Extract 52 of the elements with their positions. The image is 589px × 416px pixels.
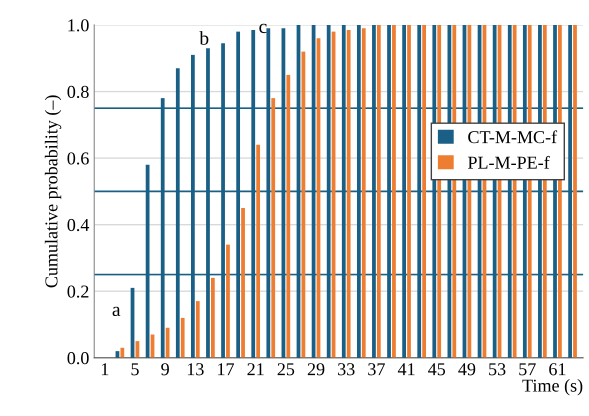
- bar: [116, 351, 120, 358]
- legend-label: CT-M-MC-f: [468, 130, 558, 144]
- bar: [422, 24, 426, 358]
- bar: [210, 278, 215, 358]
- x-tick-label: 9: [161, 363, 169, 376]
- y-tick-label: 1.0: [68, 19, 89, 32]
- x-tick-label: 13: [188, 363, 204, 376]
- bar: [271, 98, 276, 358]
- bar: [136, 341, 140, 358]
- bar: [346, 30, 351, 358]
- bar: [286, 74, 290, 358]
- bar: [256, 144, 260, 358]
- y-tick-label: 0.6: [68, 152, 89, 165]
- y-tick-label: 0.4: [68, 218, 90, 232]
- bar: [196, 301, 200, 358]
- bar: [376, 24, 381, 358]
- bar: [573, 24, 577, 358]
- x-tick-label: 41: [398, 363, 415, 376]
- bar: [166, 328, 170, 358]
- bar: [226, 244, 230, 358]
- bar: [302, 52, 306, 358]
- y-axis-title: Cumulative probability (–): [44, 95, 62, 288]
- bar: [392, 24, 396, 358]
- x-tick-label: 33: [338, 363, 355, 376]
- x-tick-label: 25: [278, 363, 294, 376]
- x-tick-label: 53: [489, 363, 506, 376]
- x-tick-label: 17: [218, 363, 234, 376]
- y-tick-label: 0.0: [68, 352, 89, 364]
- bar: [407, 24, 411, 358]
- x-tick-label: 37: [368, 363, 385, 376]
- x-tick-label: 29: [308, 363, 324, 376]
- bar: [362, 28, 366, 358]
- y-tick-label: 0.8: [68, 86, 89, 98]
- bar: [150, 334, 154, 358]
- x-tick-label: 57: [519, 363, 536, 376]
- legend-label: PL-M-PE-f: [468, 156, 550, 169]
- x-tick-label: 21: [247, 363, 264, 376]
- x-tick-label: 5: [132, 363, 139, 376]
- x-axis-title: Time (s): [522, 378, 582, 396]
- x-tick-label: 61: [549, 363, 566, 376]
- x-tick-label: 45: [428, 363, 446, 376]
- y-tick-label: 0.2: [68, 285, 88, 298]
- annotation: c: [259, 24, 267, 34]
- bar: [316, 38, 320, 358]
- bar: [332, 32, 336, 358]
- bar: [130, 288, 134, 358]
- bar: [180, 318, 185, 358]
- x-tick-label: 49: [458, 363, 476, 376]
- annotation: a: [112, 306, 120, 316]
- annotation: b: [199, 31, 208, 45]
- x-tick-label: 1: [102, 363, 108, 376]
- bar: [241, 208, 245, 358]
